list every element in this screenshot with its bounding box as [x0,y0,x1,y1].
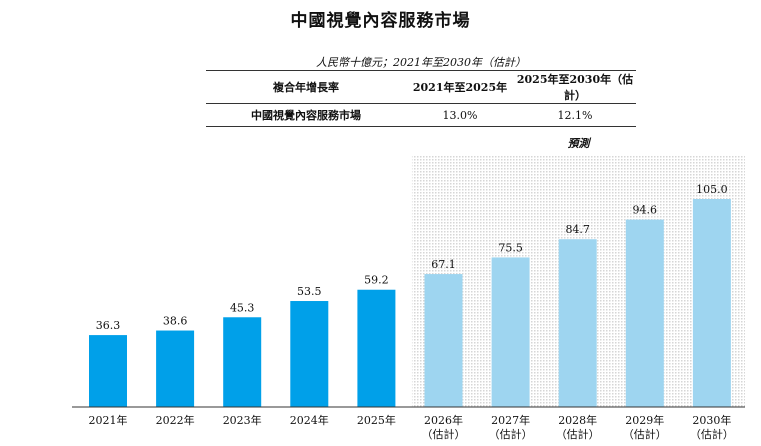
x-tick-label: 2023年 [223,413,262,427]
unit-note: 人民幣十億元；2021年至2030年（估計） [316,56,526,69]
cagr-table: 複合年增長率 2021年至2025年 2025年至2030年（估計） 中國視覺內… [206,70,636,127]
bar [89,335,127,407]
cagr-table-header-row: 複合年增長率 2021年至2025年 2025年至2030年（估計） [206,70,636,104]
data-label: 53.5 [297,285,322,298]
x-tick-label: 2030年 [692,413,731,427]
x-tick-label: 2024年 [290,413,329,427]
cagr-header-period-1: 2021年至2025年 [406,70,514,104]
cagr-header-label: 複合年增長率 [206,70,406,104]
x-tick-label: （估計） [556,427,600,441]
data-label: 84.7 [565,223,590,236]
cagr-table-row: 中國視覺內容服務市場 13.0% 12.1% [206,103,636,127]
data-label: 38.6 [163,315,188,328]
bar [692,199,731,407]
x-tick-label: 2027年 [491,413,530,427]
data-label: 67.1 [431,258,456,271]
bar [424,274,463,407]
cagr-row-market-label: 中國視覺內容服務市場 [206,103,406,127]
x-tick-label: （估計） [623,427,667,441]
bar [625,219,664,407]
cagr-header-period-2: 2025年至2030年（估計） [514,70,636,104]
cagr-row-value-1: 13.0% [406,103,514,127]
data-label: 105.0 [696,183,728,196]
bar [290,301,329,407]
x-tick-label: 2022年 [156,413,195,427]
x-tick-label: 2026年 [424,413,463,427]
x-tick-label: 2029年 [625,413,664,427]
data-label: 36.3 [96,319,121,332]
x-tick-label: 2025年 [357,413,396,427]
chart-title: 中國視覺內容服務市場 [290,11,471,31]
bar [491,257,530,407]
x-tick-label: （估計） [690,427,734,441]
data-label: 45.3 [230,301,255,314]
x-tick-label: （估計） [422,427,466,441]
cagr-row-value-2: 12.1% [514,103,636,127]
x-tick-label: 2028年 [558,413,597,427]
x-tick-label: 2021年 [89,413,128,427]
bar [357,289,396,407]
bar [558,239,597,407]
forecast-label: 預測 [567,137,591,150]
bar [156,330,195,407]
data-label: 75.5 [498,241,523,254]
x-tick-label: （估計） [489,427,533,441]
data-label: 59.2 [364,274,389,287]
data-label: 94.6 [633,204,658,217]
bar [223,317,262,407]
